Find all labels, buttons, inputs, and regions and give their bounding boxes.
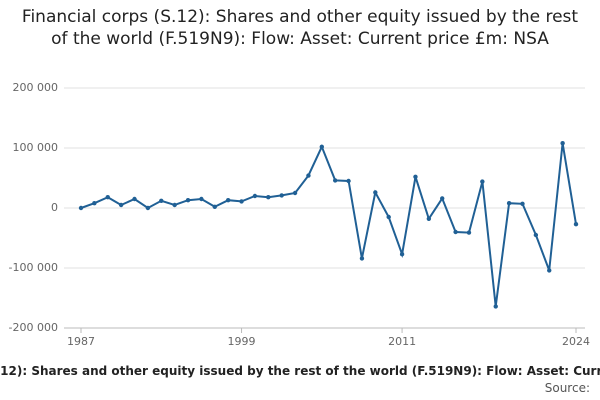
data-point — [440, 196, 445, 201]
data-point — [533, 232, 539, 238]
data-point — [78, 205, 84, 211]
y-tick-label: 0 — [51, 201, 58, 214]
x-tick-label: 1987 — [67, 335, 95, 348]
y-tick-label: 100 000 — [13, 141, 59, 154]
data-point — [399, 252, 405, 257]
series-line — [80, 143, 577, 307]
x-tick-label: 2011 — [388, 335, 416, 348]
y-tick-label: -100 000 — [9, 261, 58, 274]
data-point — [159, 198, 164, 203]
data-point — [453, 229, 458, 235]
data-point — [466, 230, 472, 235]
data-point — [266, 195, 271, 200]
data-point — [520, 201, 525, 206]
data-point — [199, 196, 204, 202]
y-tick-label: 200 000 — [13, 81, 59, 94]
caption: Financial corps (S.12): Shares and other… — [0, 364, 600, 378]
data-point — [306, 173, 311, 178]
y-tick-label: -200 000 — [9, 321, 58, 334]
data-point — [319, 144, 325, 149]
data-point — [413, 174, 418, 179]
data-point — [573, 222, 579, 227]
data-point — [118, 202, 124, 208]
data-point — [547, 268, 552, 273]
data-point — [332, 178, 338, 183]
x-tick-label: 2024 — [562, 335, 590, 348]
chart-title: Financial corps (S.12): Shares and other… — [21, 7, 579, 49]
data-point — [426, 216, 432, 221]
x-tick-label: 1999 — [228, 335, 256, 348]
data-point — [185, 198, 191, 203]
data-point — [292, 190, 298, 196]
data-point — [145, 205, 151, 211]
data-point — [225, 198, 231, 203]
data-point — [279, 193, 284, 198]
data-point — [359, 256, 365, 261]
source: Source: — [544, 381, 590, 395]
data-point — [346, 178, 351, 184]
data-point — [386, 214, 391, 220]
data-point — [105, 195, 110, 200]
data-point — [172, 202, 177, 208]
data-point — [252, 193, 258, 199]
data-point — [212, 204, 217, 209]
data-point — [373, 190, 378, 195]
data-point — [92, 201, 97, 206]
data-point — [560, 141, 565, 146]
data-point — [493, 304, 498, 309]
data-point — [132, 196, 137, 202]
data-point — [239, 199, 244, 204]
data-point — [480, 179, 485, 184]
data-point — [506, 201, 512, 206]
